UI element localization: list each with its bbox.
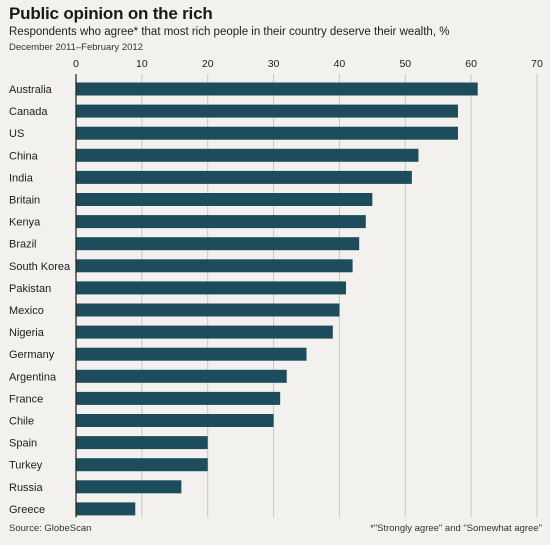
category-label: Nigeria bbox=[9, 327, 45, 339]
bar bbox=[76, 170, 412, 184]
x-tick-label: 60 bbox=[465, 58, 477, 70]
bar bbox=[76, 480, 182, 494]
bar bbox=[76, 104, 458, 118]
bar bbox=[76, 502, 136, 516]
x-tick-label: 10 bbox=[136, 58, 148, 70]
bar bbox=[76, 458, 208, 472]
bar bbox=[76, 325, 333, 339]
bar bbox=[76, 148, 419, 162]
x-tick-label: 70 bbox=[531, 58, 543, 70]
category-label: Russia bbox=[9, 482, 44, 494]
bar bbox=[76, 369, 287, 383]
x-tick-label: 20 bbox=[202, 58, 214, 70]
x-tick-label: 40 bbox=[334, 58, 346, 70]
category-label: China bbox=[9, 150, 39, 162]
category-label: Greece bbox=[9, 504, 45, 516]
category-label: US bbox=[9, 128, 24, 140]
category-label: India bbox=[9, 172, 34, 184]
bar bbox=[76, 126, 458, 140]
category-label: Britain bbox=[9, 195, 40, 207]
bar bbox=[76, 215, 366, 229]
bar bbox=[76, 193, 373, 206]
chart-title: Public opinion on the rich bbox=[9, 4, 213, 23]
bar bbox=[76, 303, 340, 317]
chart-footnote: *"Strongly agree" and "Somewhat agree" bbox=[370, 523, 542, 534]
bar bbox=[76, 82, 478, 96]
category-label: Spain bbox=[9, 438, 37, 450]
category-label: South Korea bbox=[9, 261, 71, 273]
bar bbox=[76, 436, 208, 450]
bar bbox=[76, 414, 274, 427]
chart-subtitle: Respondents who agree* that most rich pe… bbox=[9, 26, 450, 38]
category-label: Canada bbox=[9, 106, 48, 118]
category-label: France bbox=[9, 393, 43, 405]
category-label: Australia bbox=[9, 84, 53, 96]
chart-date-range: December 2011–February 2012 bbox=[9, 42, 143, 53]
bar bbox=[76, 259, 353, 273]
bar bbox=[76, 391, 281, 405]
category-label: Kenya bbox=[9, 217, 41, 229]
category-label: Germany bbox=[9, 349, 55, 361]
bar bbox=[76, 347, 307, 361]
chart-source: Source: GlobeScan bbox=[9, 523, 92, 534]
x-tick-label: 30 bbox=[268, 58, 280, 70]
category-label: Brazil bbox=[9, 239, 37, 251]
category-label: Argentina bbox=[9, 371, 57, 383]
x-tick-label: 50 bbox=[399, 58, 411, 70]
category-label: Pakistan bbox=[9, 283, 51, 295]
category-label: Turkey bbox=[9, 460, 43, 472]
category-label: Chile bbox=[9, 416, 34, 428]
x-tick-label: 0 bbox=[73, 58, 79, 70]
category-label: Mexico bbox=[9, 305, 44, 317]
bar bbox=[76, 281, 347, 295]
bar bbox=[76, 237, 360, 251]
